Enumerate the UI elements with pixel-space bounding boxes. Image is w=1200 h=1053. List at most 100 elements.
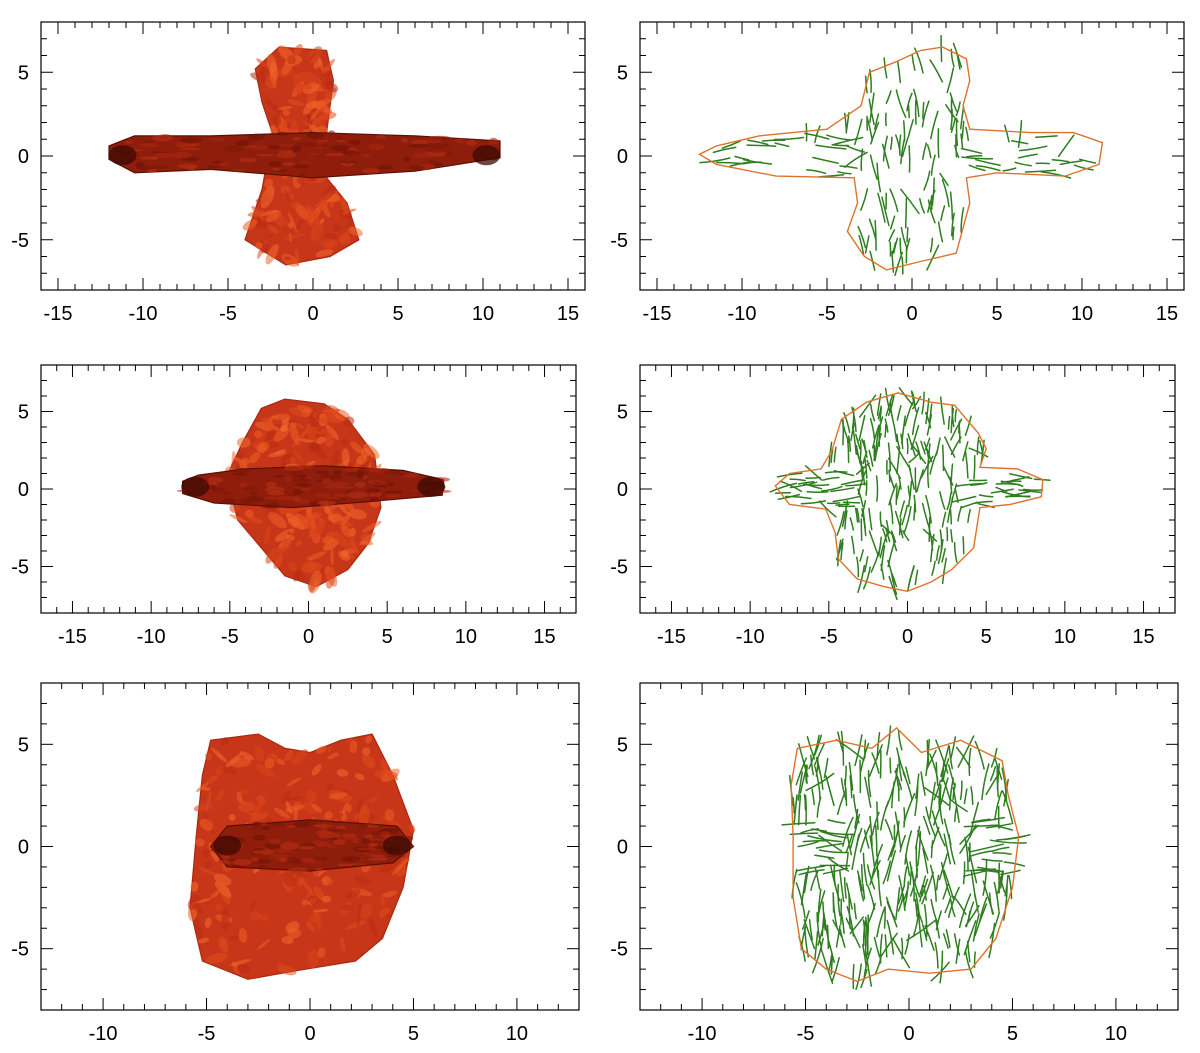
jet-texture	[252, 847, 266, 851]
field-line	[941, 548, 946, 563]
jet-texture	[411, 489, 420, 492]
field-line	[950, 418, 963, 441]
lobe-texture	[312, 411, 319, 419]
lobe-texture	[194, 838, 205, 847]
x-tick-label: -10	[89, 1023, 118, 1045]
field-line	[940, 205, 946, 222]
field-line	[907, 480, 913, 508]
field-line	[927, 199, 936, 224]
lobe-texture	[382, 890, 398, 898]
jet-texture	[330, 144, 350, 151]
field-line	[822, 867, 849, 875]
field-line	[964, 836, 969, 872]
jet-texture	[243, 497, 263, 502]
jet-texture	[328, 482, 351, 486]
field-line	[885, 90, 892, 104]
jet-texture	[280, 842, 300, 850]
lobe-texture	[293, 44, 303, 57]
field-line	[935, 920, 941, 939]
field-line	[1040, 171, 1072, 179]
field-line	[800, 500, 827, 505]
field-line	[957, 505, 963, 522]
lobe-texture	[257, 234, 273, 245]
jet-texture	[321, 477, 332, 485]
field-line	[965, 126, 970, 142]
lobe-texture	[284, 233, 305, 240]
field-line	[947, 415, 951, 430]
field-line	[818, 834, 843, 852]
field-line	[868, 744, 883, 777]
lobe-texture	[280, 185, 290, 195]
field-line	[905, 766, 911, 785]
jet-texture	[336, 834, 358, 841]
lobe-texture	[293, 806, 299, 821]
field-line	[885, 393, 894, 417]
jet-texture	[292, 137, 302, 141]
x-tick-label: 0	[902, 626, 913, 648]
field-line	[960, 207, 965, 233]
lobe-texture	[292, 72, 303, 95]
field-line	[963, 788, 968, 805]
x-tick-label: -10	[728, 303, 757, 325]
field-line	[903, 505, 912, 535]
lobe-texture	[307, 551, 327, 561]
field-line	[886, 849, 897, 882]
lobe-texture	[325, 783, 334, 791]
lobe-texture	[254, 745, 265, 762]
field-line	[999, 870, 1004, 889]
field-line	[921, 391, 925, 415]
lobe-texture	[284, 749, 294, 762]
lobe-texture	[277, 106, 293, 110]
lobe-texture	[341, 801, 349, 815]
field-line	[814, 734, 823, 756]
field-line	[802, 483, 830, 487]
field-line	[890, 820, 900, 858]
lobe-texture	[239, 751, 255, 761]
lobe-texture	[254, 430, 263, 439]
field-line	[923, 170, 931, 191]
field-line	[798, 869, 825, 876]
lobe-texture	[345, 889, 361, 899]
lobe-texture	[256, 938, 271, 950]
lobe-texture	[270, 753, 278, 759]
field-line	[982, 858, 988, 896]
jet-texture	[279, 144, 294, 147]
field-line	[874, 113, 880, 130]
jet-texture	[212, 487, 225, 493]
jet-texture	[249, 853, 264, 856]
field-line	[929, 59, 944, 83]
field-line	[856, 507, 860, 523]
field-line	[856, 556, 860, 578]
field-line	[954, 409, 958, 423]
lobe-texture	[288, 561, 297, 572]
jet-texture	[272, 167, 280, 171]
x-tick-label: -15	[44, 303, 73, 325]
jet-texture	[139, 143, 159, 148]
field-line	[901, 136, 909, 158]
lobe-texture	[313, 445, 327, 460]
field-line	[930, 110, 939, 140]
jet-texture	[308, 153, 320, 156]
field-line	[921, 100, 930, 128]
field-line	[916, 469, 924, 493]
field-line	[823, 757, 829, 779]
field-line	[929, 781, 936, 820]
field-line	[840, 730, 845, 766]
jet-texture	[207, 476, 224, 483]
jet-texture	[276, 495, 298, 501]
field-line	[894, 510, 904, 539]
lobe-texture	[322, 538, 340, 551]
field-line	[1017, 119, 1023, 148]
field-line	[858, 414, 866, 442]
field-line	[822, 476, 840, 481]
field-line	[989, 911, 1001, 939]
field-line	[901, 504, 909, 526]
field-line	[976, 436, 980, 456]
field-line	[913, 88, 920, 118]
field-line	[1003, 861, 1026, 867]
jet-texture	[361, 153, 371, 158]
field-line	[862, 919, 867, 958]
field-line	[899, 834, 906, 853]
field-line	[925, 397, 930, 425]
lobe-texture	[272, 415, 280, 421]
